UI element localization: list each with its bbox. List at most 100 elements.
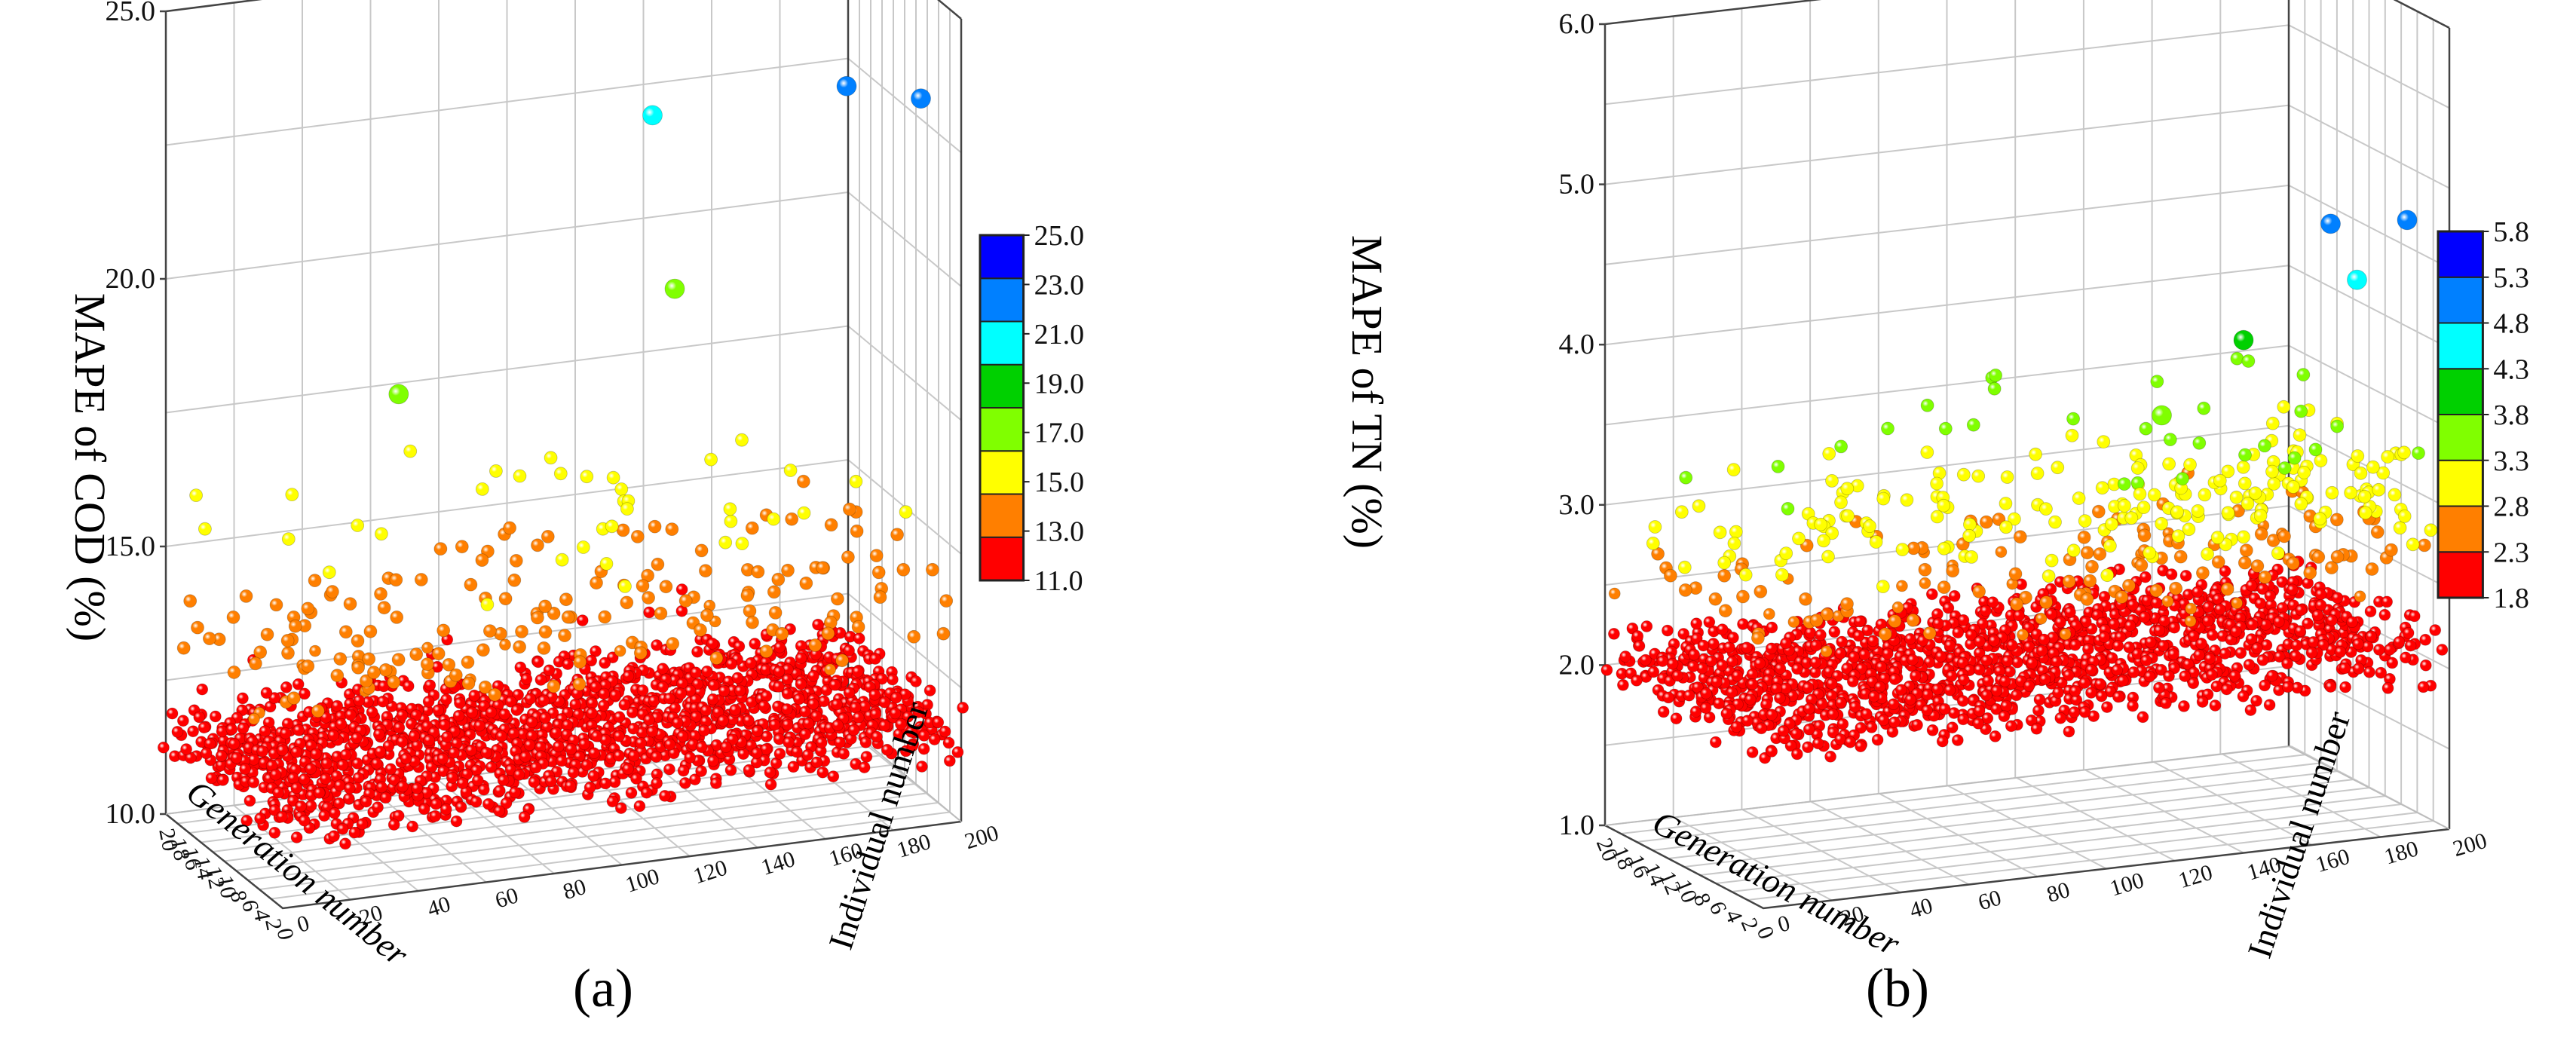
ytick-label: 140 <box>758 846 798 880</box>
data-point <box>1726 686 1738 699</box>
data-point <box>2213 473 2227 488</box>
data-point <box>1937 580 1951 594</box>
data-point <box>849 474 863 488</box>
data-point <box>2213 603 2226 616</box>
xtick-label: 6 <box>237 898 263 914</box>
data-point <box>1878 627 1892 641</box>
data-point <box>499 638 511 651</box>
data-point <box>285 488 299 501</box>
data-point <box>1754 657 1766 670</box>
data-point <box>2329 513 2344 527</box>
data-point <box>180 743 193 755</box>
data-point <box>707 679 720 691</box>
data-point <box>2228 669 2241 682</box>
data-point <box>590 730 603 742</box>
data-point <box>917 742 930 755</box>
data-point <box>1699 702 1712 715</box>
data-point <box>1956 695 1969 707</box>
data-point <box>2386 657 2399 669</box>
data-point <box>293 724 305 736</box>
data-point <box>1867 635 1879 647</box>
colorbar-label: 4.3 <box>2493 354 2529 385</box>
data-point <box>1803 702 1815 715</box>
data-point <box>2424 523 2438 537</box>
data-point <box>2152 405 2172 426</box>
data-point <box>2182 658 2195 671</box>
data-point <box>831 698 843 711</box>
data-point <box>614 644 626 657</box>
data-point <box>1948 589 1961 602</box>
data-point <box>2066 543 2081 558</box>
data-point <box>706 693 719 706</box>
data-point <box>695 741 708 754</box>
data-point <box>1921 688 1934 701</box>
data-point <box>2346 616 2358 629</box>
data-point <box>362 652 376 666</box>
data-point <box>2365 562 2379 576</box>
colorbar-segment <box>2437 459 2484 507</box>
data-point <box>718 535 733 549</box>
data-point <box>793 693 805 706</box>
data-point <box>532 656 544 669</box>
data-point <box>244 794 256 807</box>
data-point <box>1841 509 1855 523</box>
data-point <box>666 637 680 650</box>
data-point <box>1887 698 1900 711</box>
xtick-label: 8 <box>225 889 252 904</box>
ztick-label: 25.0 <box>106 0 156 27</box>
data-point <box>2029 447 2042 461</box>
data-point <box>2130 476 2145 490</box>
xtick-label: 0 <box>272 926 299 942</box>
data-point <box>525 716 538 728</box>
colorbar-segment <box>979 363 1025 409</box>
data-point <box>1952 626 1965 639</box>
data-point <box>1943 639 1956 652</box>
data-point <box>2258 439 2271 453</box>
data-point <box>436 623 451 638</box>
data-point <box>1674 505 1689 519</box>
data-point <box>509 554 523 568</box>
data-point <box>1717 568 1732 583</box>
data-point <box>2402 626 2415 639</box>
data-point <box>438 718 451 731</box>
data-point <box>1677 560 1692 574</box>
ytick-label: 120 <box>2176 860 2216 893</box>
data-point <box>1647 666 1660 678</box>
data-point <box>2095 690 2108 702</box>
data-point <box>2123 641 2136 653</box>
data-point <box>2256 583 2269 595</box>
data-point <box>372 728 385 740</box>
data-point <box>1741 715 1754 727</box>
data-point <box>256 745 269 758</box>
data-point <box>528 776 541 788</box>
data-point <box>320 758 333 770</box>
data-point <box>824 518 838 532</box>
data-point <box>734 684 746 697</box>
data-point <box>843 644 855 657</box>
xtick-label: 10 <box>213 874 241 901</box>
data-point <box>609 689 621 702</box>
data-point <box>559 592 573 607</box>
data-point <box>2143 670 2156 683</box>
data-point <box>2032 704 2045 717</box>
data-point <box>2277 461 2292 475</box>
data-point <box>767 512 780 526</box>
data-point <box>1707 638 1720 650</box>
data-point <box>2393 521 2407 535</box>
data-point <box>2080 592 2094 606</box>
data-point <box>512 688 524 701</box>
data-point <box>584 781 596 794</box>
data-point <box>2229 626 2242 638</box>
data-point <box>495 730 507 742</box>
data-point <box>2436 644 2449 656</box>
data-point <box>939 725 951 738</box>
data-point <box>504 696 517 708</box>
data-point <box>562 658 574 670</box>
data-point <box>1608 587 1621 600</box>
data-point <box>2254 597 2267 610</box>
data-point <box>1946 564 1960 578</box>
data-point <box>1774 663 1787 675</box>
data-point <box>2196 566 2210 580</box>
data-point <box>599 657 611 669</box>
data-point <box>725 657 737 670</box>
